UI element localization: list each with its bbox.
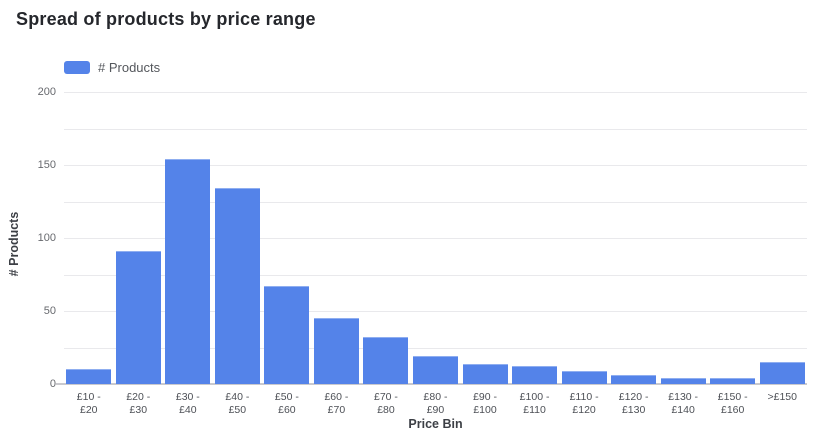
x-axis-title: Price Bin (408, 417, 463, 431)
x-tick-line: £110 (523, 404, 546, 416)
x-tick-label: £50 - £60 (259, 391, 315, 417)
gridline (64, 165, 807, 166)
y-tick-label: 150 (37, 159, 56, 171)
x-tick-label: £40 - £50 (210, 391, 266, 417)
y-tick-label: 0 (49, 378, 56, 390)
x-tick-label: £120 - £130 (606, 391, 662, 417)
x-tick-line: £30 (129, 404, 148, 416)
y-tick-label: 200 (37, 86, 56, 98)
bar[interactable] (115, 251, 161, 384)
gridline (64, 201, 807, 203)
gridline (64, 128, 807, 130)
x-tick-line: £70 - (373, 391, 398, 403)
x-tick-line: £80 (377, 404, 395, 416)
x-tick-label: £100 - £110 (507, 391, 563, 417)
bar[interactable] (214, 188, 260, 384)
bar[interactable] (165, 159, 211, 384)
x-tick-label: £10 - £20 (61, 391, 117, 417)
chart-title: Spread of products by price range (16, 9, 316, 29)
x-axis-line (56, 383, 807, 385)
x-tick-label: £30 - £40 (160, 391, 216, 417)
x-tick-line: £20 (80, 404, 98, 416)
bar[interactable] (512, 366, 558, 384)
x-tick-line: >£150 (767, 391, 797, 403)
bar[interactable] (660, 378, 706, 384)
x-tick-line: £120 (572, 404, 596, 416)
gridline (64, 347, 807, 349)
y-tick-label: 100 (37, 232, 56, 244)
x-tick-line: £50 (228, 404, 247, 416)
gridline (64, 274, 807, 276)
x-tick-line: £20 - (126, 391, 151, 403)
bar[interactable] (264, 286, 310, 384)
x-tick-line: £70 (327, 404, 346, 416)
x-tick-line: £110 - (569, 391, 599, 403)
x-tick-line: £130 (621, 404, 646, 416)
x-tick-label: £20 - £30 (111, 391, 167, 417)
bar[interactable] (462, 363, 508, 384)
legend[interactable]: # Products (64, 60, 160, 75)
bar[interactable] (710, 378, 756, 384)
x-tick-line: £40 - (225, 391, 250, 403)
y-tick-label: 50 (43, 305, 56, 317)
gridline (64, 238, 807, 239)
x-tick-line: £90 - (473, 391, 497, 403)
bar[interactable] (363, 337, 409, 384)
x-tick-label: £150 - £160 (705, 391, 761, 417)
x-tick-label: £80 - £90 (408, 391, 464, 417)
x-tick-line: £100 (473, 404, 497, 416)
x-tick-line: £130 - (668, 391, 699, 403)
x-tick-label: £110 - £120 (556, 391, 612, 417)
x-tick-line: £150 - (717, 391, 748, 403)
x-tick-line: £30 - (175, 391, 200, 403)
x-tick-label: £90 - £100 (457, 391, 513, 417)
x-tick-line: £40 (179, 404, 197, 416)
x-tick-line: £140 (671, 404, 695, 416)
x-tick-line: £100 - (519, 391, 550, 403)
x-tick-line: £50 - (274, 391, 299, 403)
bar[interactable] (561, 370, 607, 384)
gridline (64, 92, 807, 93)
x-tick-label: >£150 (754, 391, 810, 404)
bar[interactable] (413, 356, 458, 384)
bar[interactable] (66, 369, 112, 384)
bar[interactable] (611, 375, 657, 384)
x-tick-label: £130 - £140 (655, 391, 711, 417)
bar[interactable] (759, 362, 805, 384)
x-tick-label: £70 - £80 (358, 391, 414, 417)
x-tick-line: £90 (426, 404, 445, 416)
bar[interactable] (313, 318, 359, 384)
x-tick-line: £60 - (324, 391, 349, 403)
x-tick-line: £60 (278, 404, 296, 416)
x-tick-line: £80 - (423, 391, 448, 403)
x-tick-label: £60 - £70 (309, 391, 365, 417)
gridline (64, 311, 807, 312)
x-tick-line: £10 - (76, 391, 101, 403)
x-tick-line: £160 (721, 404, 745, 416)
legend-swatch (64, 61, 90, 74)
legend-label: # Products (98, 60, 161, 75)
x-tick-line: £120 - (618, 391, 649, 403)
